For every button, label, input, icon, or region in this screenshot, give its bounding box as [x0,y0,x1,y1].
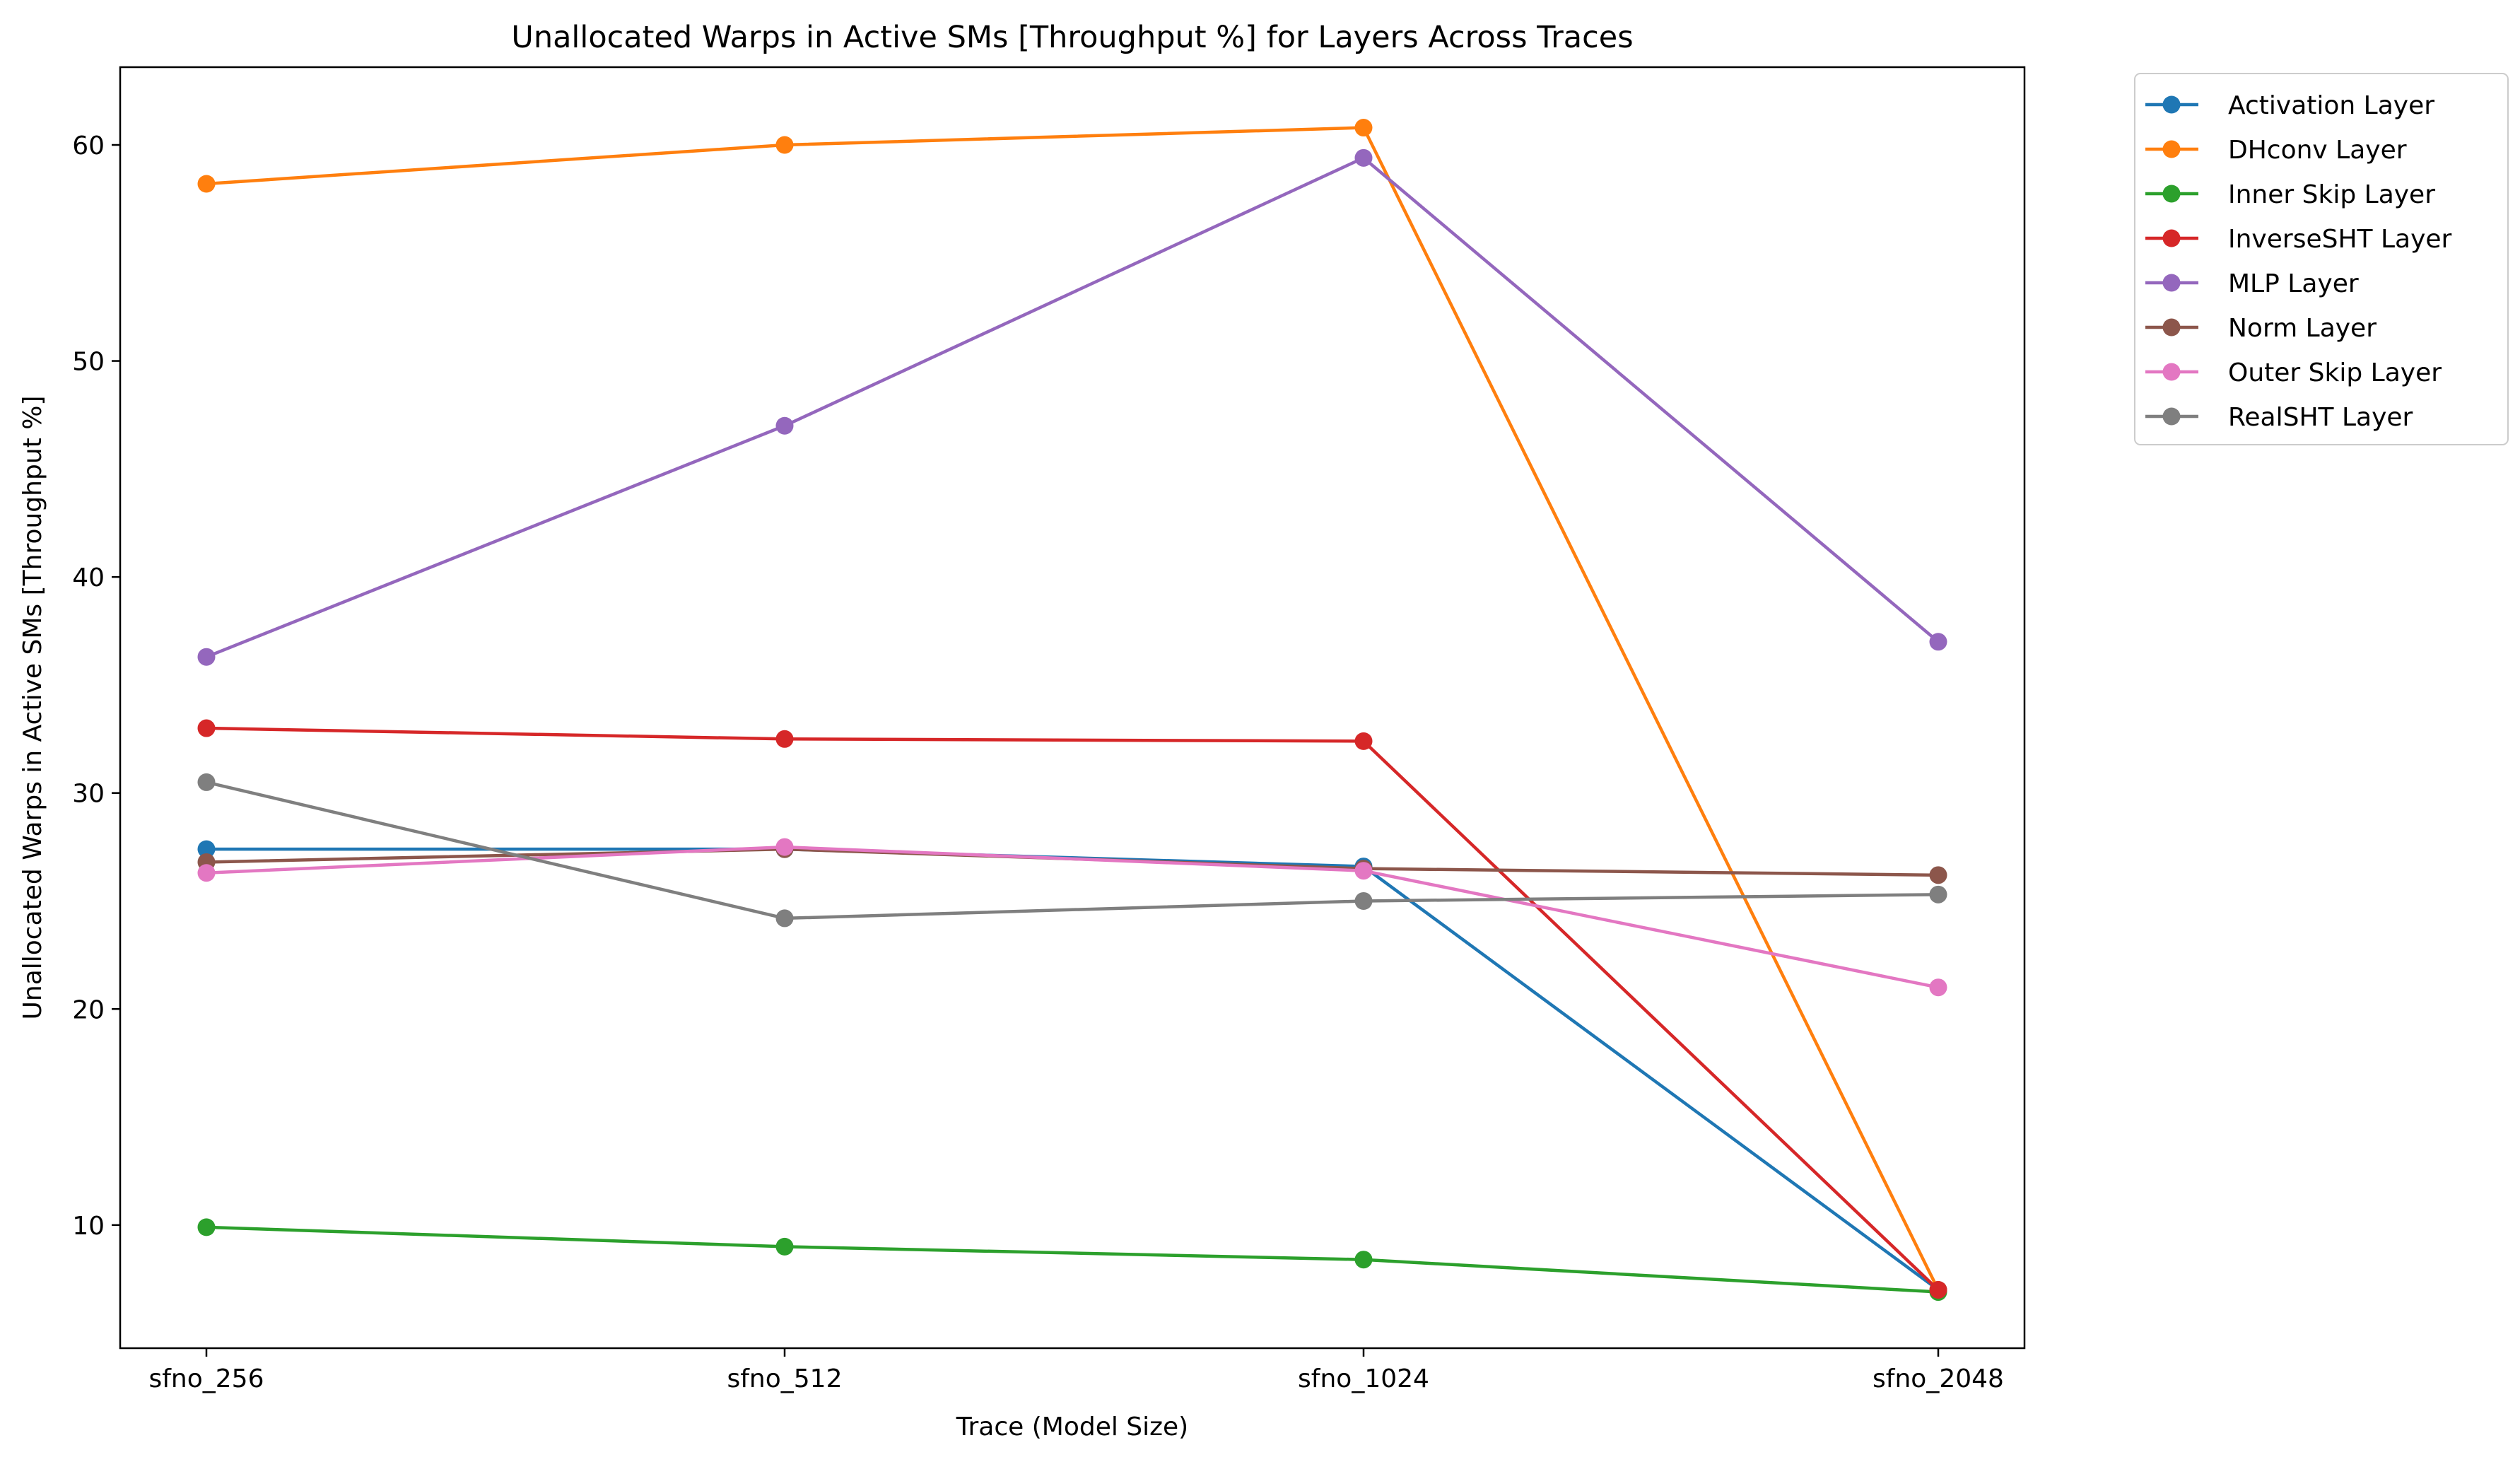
legend-marker [2162,185,2181,203]
series-inversesht-layer [197,719,1947,1299]
data-point [775,1237,794,1256]
legend-entry: Activation Layer [2145,91,2434,120]
x-tick-label: sfno_1024 [1298,1364,1429,1393]
legend-entry: Inner Skip Layer [2145,180,2435,209]
y-tick-label: 10 [72,1212,105,1241]
legend-label: Inner Skip Layer [2228,180,2435,209]
data-point [1929,866,1947,884]
series-line [206,1225,1939,1294]
data-point [197,864,216,882]
legend-label: Activation Layer [2228,91,2434,120]
y-tick-label: 50 [72,348,105,377]
chart-title: Unallocated Warps in Active SMs [Through… [511,20,1633,55]
plot-area [119,66,2026,1350]
legend-label: RealSHT Layer [2228,403,2413,432]
plot-frame [119,66,2026,1350]
legend-entry: MLP Layer [2145,269,2359,298]
data-point [1354,1251,1373,1269]
y-tick-label: 20 [72,995,105,1024]
legend-marker [2162,229,2181,247]
legend-label: Norm Layer [2228,314,2377,343]
series-mlp-layer [197,148,1947,666]
data-point [1354,732,1373,750]
data-point [775,838,794,856]
data-point [197,719,216,737]
legend-entry: RealSHT Layer [2145,403,2413,432]
data-point [775,136,794,154]
x-axis: sfno_256 sfno_512 sfno_1024 sfno_2048 [149,1348,2004,1393]
data-point [1929,1280,1947,1299]
x-tick-label: sfno_2048 [1873,1364,2004,1393]
series-line [206,726,1940,1292]
legend-entry: DHconv Layer [2145,136,2407,165]
x-tick-label: sfno_256 [149,1364,264,1393]
data-point [775,730,794,748]
legend-label: DHconv Layer [2228,136,2407,165]
x-axis-label: Trace (Model Size) [956,1413,1188,1441]
series-outer-skip-layer [197,838,1947,997]
data-point [775,416,794,435]
legend-marker [2162,318,2181,337]
legend-items: Activation Layer DHconv Layer Inner Skip L… [2145,91,2452,432]
legend-marker [2162,140,2181,158]
y-tick-label: 40 [72,563,105,592]
legend-marker [2162,407,2181,426]
x-tick-label: sfno_512 [727,1364,843,1393]
data-point [1354,119,1373,137]
y-axis: 10 20 30 40 50 60 [72,131,120,1241]
y-axis-label: Unallocated Warps in Active SMs [Through… [18,396,47,1020]
legend-label: InverseSHT Layer [2228,225,2452,254]
legend: Activation Layer DHconv Layer Inner Skip L… [2134,73,2509,445]
legend-entry: InverseSHT Layer [2145,225,2452,254]
data-point [197,840,216,858]
legend-box [2134,73,2509,445]
series-line [206,780,1939,920]
legend-marker [2162,274,2181,292]
legend-label: Outer Skip Layer [2228,358,2442,387]
series-line [206,126,1940,1291]
data-point [197,773,216,791]
legend-entry: Outer Skip Layer [2145,358,2442,387]
legend-marker [2162,95,2181,114]
data-point [1354,862,1373,880]
data-point [1929,885,1947,903]
y-tick-label: 60 [72,131,105,160]
data-point [197,175,216,193]
series-line [206,845,1939,989]
y-tick-label: 30 [72,780,105,809]
plot-background [120,67,2024,1348]
data-point [775,909,794,928]
data-point [197,1218,216,1236]
data-point [1354,891,1373,910]
legend-label: MLP Layer [2228,269,2359,298]
series-layer [197,119,1947,1302]
data-point [1354,148,1373,167]
legend-entry: Norm Layer [2145,314,2377,343]
series-realsht-layer [197,773,1947,928]
legend-marker [2162,363,2181,381]
data-point [1929,978,1947,997]
series-line [206,156,1940,659]
data-point [197,648,216,666]
data-point [1929,633,1947,651]
